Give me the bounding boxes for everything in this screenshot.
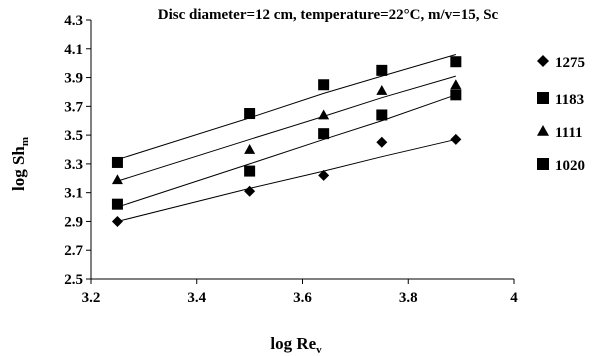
axes: [86, 19, 515, 284]
data-point-1020: [318, 79, 330, 91]
fit-line-1111: [117, 75, 456, 182]
data-point-1275: [244, 185, 256, 197]
y-tick-label: 2.5: [64, 272, 83, 288]
y-tick-label: 4.3: [64, 13, 83, 29]
x-tick-label: 4: [510, 290, 518, 306]
data-point-1111: [111, 174, 123, 185]
y-tick-label: 3.1: [64, 186, 83, 202]
data-point-1020: [450, 56, 462, 68]
fit-line-1183: [117, 94, 457, 208]
data-point-1275: [111, 215, 123, 227]
x-tick-label: 3.2: [82, 290, 101, 306]
x-axis-label-sub: v: [316, 344, 322, 356]
x-tick-label: 3.6: [293, 290, 312, 306]
data-point-1183: [376, 109, 388, 121]
legend-label-1020: 1020: [555, 158, 585, 174]
y-tick-label: 3.7: [64, 99, 83, 115]
y-axis-label: log Shm: [9, 137, 31, 191]
data-point-1183: [111, 198, 123, 210]
legend-label-1275: 1275: [555, 55, 585, 71]
data-point-1111: [318, 109, 330, 120]
fit-lines: [117, 54, 457, 222]
legend-marker-1111: [537, 125, 549, 136]
y-tick-label: 2.7: [64, 243, 83, 259]
data-point-1111: [376, 85, 388, 95]
legend-marker-1275: [537, 55, 549, 67]
y-tick-label: 3.5: [64, 128, 83, 144]
legend-marker-1183: [537, 92, 549, 104]
data-point-1111: [450, 79, 462, 90]
y-tick-label: 3.9: [64, 71, 83, 87]
data-point-1111: [244, 144, 256, 154]
x-axis-label-main: log Re: [270, 334, 316, 353]
data-point-1183: [244, 165, 256, 177]
y-tick-label: 4.1: [64, 42, 83, 58]
data-point-1183: [318, 128, 330, 140]
y-tick-label: 3.3: [64, 157, 83, 173]
x-tick-labels: 3.2 3.4 3.6 3.8 4: [82, 290, 519, 306]
data-point-1020: [376, 64, 388, 76]
data-point-1275: [450, 133, 462, 145]
legend-label-1111: 1111: [555, 125, 583, 141]
data-points: [111, 56, 462, 227]
data-point-1020: [244, 108, 256, 120]
y-axis-label-main: log Sh: [9, 146, 28, 191]
data-point-1275: [318, 169, 330, 181]
legend-marker-1020: [537, 158, 549, 170]
fit-line-1020: [117, 54, 456, 161]
data-point-1020: [111, 156, 123, 168]
x-tick-label: 3.8: [399, 290, 418, 306]
data-point-1275: [376, 136, 388, 148]
legend: 1275 1183 1111 1020: [537, 55, 585, 174]
y-axis-label-sub: m: [19, 137, 31, 146]
chart-title: Disc diameter=12 cm, temperature=22°C, m…: [158, 7, 499, 23]
legend-label-1183: 1183: [555, 92, 584, 108]
y-tick-labels: 2.5 2.7 2.9 3.1 3.3 3.5 3.7 3.9 4.1 4.3: [64, 13, 83, 288]
x-tick-label: 3.4: [187, 290, 206, 306]
y-tick-label: 2.9: [64, 214, 83, 230]
x-axis-label: log Rev: [270, 334, 322, 356]
data-point-1183: [450, 89, 462, 101]
